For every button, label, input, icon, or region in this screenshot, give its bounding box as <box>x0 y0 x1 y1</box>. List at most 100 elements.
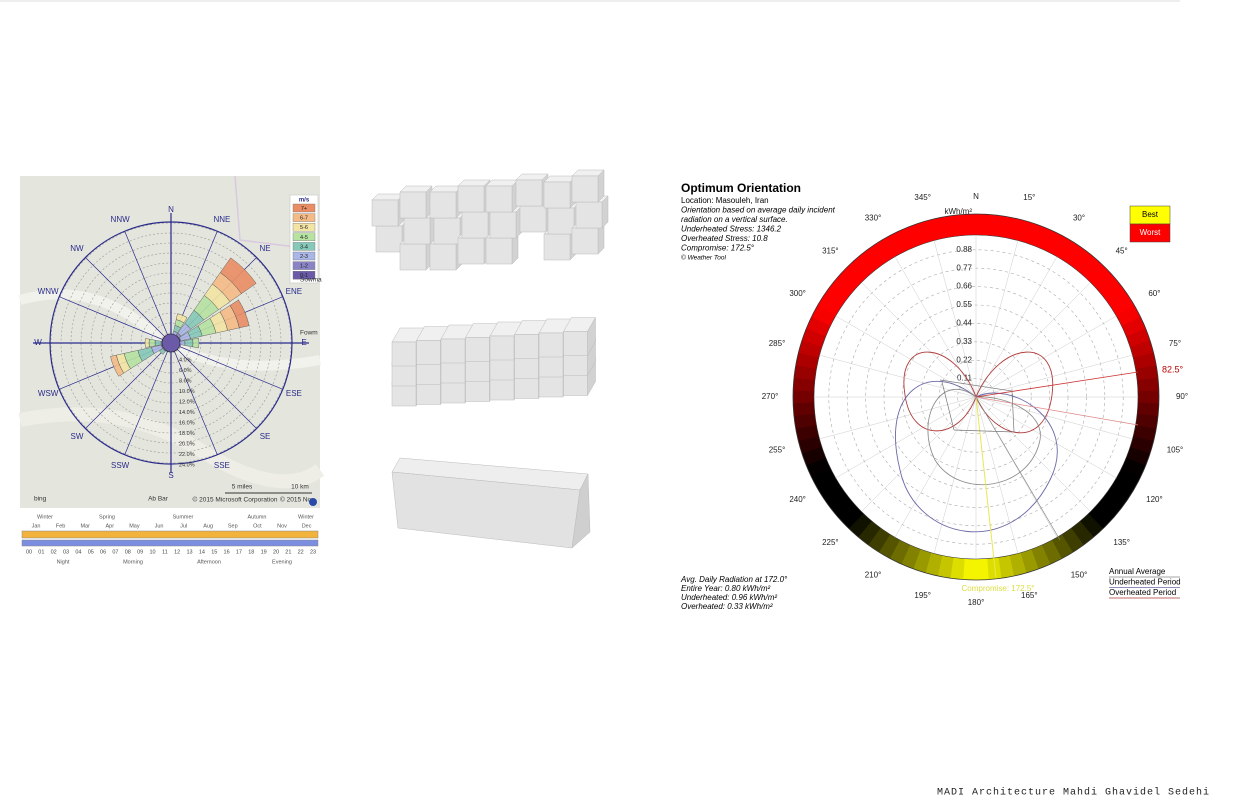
ring-segment <box>1070 521 1094 546</box>
rose-legend-label: 1-2 <box>300 264 308 270</box>
month-label: Jan <box>32 523 41 529</box>
ring-segment <box>950 214 966 237</box>
hour-label: 05 <box>88 549 94 555</box>
ring-segment <box>858 248 882 273</box>
radial-label: 0.44 <box>956 319 972 328</box>
ring-segment <box>1096 274 1121 298</box>
rose-legend-label: 7+ <box>301 206 307 212</box>
block-front <box>489 211 517 239</box>
angle-label: N <box>973 192 979 201</box>
hour-label: 00 <box>26 549 32 555</box>
rose-petal <box>148 338 156 348</box>
radial-label: 0.88 <box>956 245 972 254</box>
ring-segment <box>839 504 864 529</box>
angle-label: 255° <box>769 445 786 454</box>
rose-legend-swatch <box>292 203 316 213</box>
month-label: Feb <box>56 523 65 529</box>
block-side <box>597 169 605 203</box>
ring-segment <box>1052 235 1074 261</box>
ring-outline <box>792 213 1160 581</box>
massing-models <box>371 169 609 549</box>
angle-label: 150° <box>1071 571 1088 580</box>
ring-segment <box>1129 436 1154 455</box>
angle-spoke <box>861 396 977 512</box>
angle-label: 75° <box>1169 339 1181 348</box>
block-front <box>563 331 588 356</box>
map-label: Ab Bar <box>148 496 169 503</box>
period-label: Night <box>57 559 70 565</box>
ring-segment <box>795 424 819 442</box>
angle-label: 345° <box>914 193 931 202</box>
ring-segment <box>805 456 831 478</box>
block-front <box>543 181 571 209</box>
best-label: Best <box>1142 210 1159 219</box>
map-label: © 2015 No <box>280 496 312 504</box>
rose-direction: SSE <box>214 461 230 470</box>
radial-label: 0.77 <box>956 263 972 272</box>
worst-swatch <box>1129 223 1171 243</box>
radial-label: 0.11 <box>957 374 973 383</box>
ring-segment <box>949 557 965 580</box>
ring-segment <box>1116 305 1141 327</box>
angle-spoke <box>975 396 1133 440</box>
rose-direction: ENE <box>286 287 302 296</box>
month-label: Dec <box>302 523 312 529</box>
map-label: 5 miles <box>232 484 253 491</box>
season-label: Winter <box>37 514 53 520</box>
summary-line: Overheated: 0.33 kWh/m² <box>681 602 773 611</box>
block-front <box>457 237 485 265</box>
rose-petal <box>154 339 162 347</box>
summary-line: Underheated: 0.96 kWh/m² <box>681 593 777 602</box>
ring-segment <box>801 327 827 347</box>
block-front <box>403 217 431 245</box>
ring-segment <box>1133 352 1157 370</box>
marker-label: 82.5° <box>1162 364 1184 374</box>
rose-direction: WNW <box>38 287 59 296</box>
angle-label: 330° <box>865 214 882 223</box>
ring-segment <box>840 264 865 289</box>
map-label: © 2015 Microsoft Corporation <box>193 496 278 504</box>
ring-segment <box>806 315 831 337</box>
block-front <box>547 207 575 235</box>
ring-segment <box>879 234 901 260</box>
block-front <box>433 217 461 245</box>
block-side <box>601 195 609 229</box>
rose-direction: NNE <box>213 215 230 224</box>
rose-spoke <box>85 342 172 429</box>
angle-spoke <box>975 240 1019 398</box>
rose-legend-swatch <box>292 261 316 270</box>
hour-label: 10 <box>149 549 155 555</box>
rose-petal <box>229 299 250 329</box>
block-front <box>538 332 564 358</box>
rose-legend-swatch <box>292 222 316 232</box>
map-info-icon <box>309 498 317 506</box>
ring-segment <box>975 558 989 580</box>
ring-segment <box>831 273 857 298</box>
summary-line: Entire Year: 0.80 kWh/m² <box>681 584 771 593</box>
rose-petal <box>144 338 150 348</box>
ring-segment <box>1080 256 1104 282</box>
hour-label: 13 <box>186 549 192 555</box>
ring-segment <box>1095 496 1121 521</box>
month-label: Apr <box>106 523 115 529</box>
ring-segment <box>792 389 815 404</box>
ring-segment <box>793 376 815 392</box>
rose-radial-label: 12.0% <box>179 399 195 405</box>
ring-segment <box>997 555 1015 579</box>
angle-spoke <box>894 256 977 398</box>
block-front <box>375 225 403 253</box>
ring-segment <box>1020 221 1040 246</box>
rose-spoke <box>124 231 172 344</box>
chart-info: Overheated Stress: 10.8 <box>681 234 768 243</box>
ring-segment <box>1071 248 1095 274</box>
angle-label: 120° <box>1146 495 1163 504</box>
ring-segment <box>962 558 976 580</box>
chart-info: Location: Masouleh, Iran <box>681 196 769 205</box>
rose-direction: NNW <box>111 215 131 224</box>
rose-legend-label: 5-6 <box>300 225 308 231</box>
block-front <box>514 334 539 359</box>
angle-label: 270° <box>762 392 779 401</box>
ring-segment <box>798 435 822 454</box>
